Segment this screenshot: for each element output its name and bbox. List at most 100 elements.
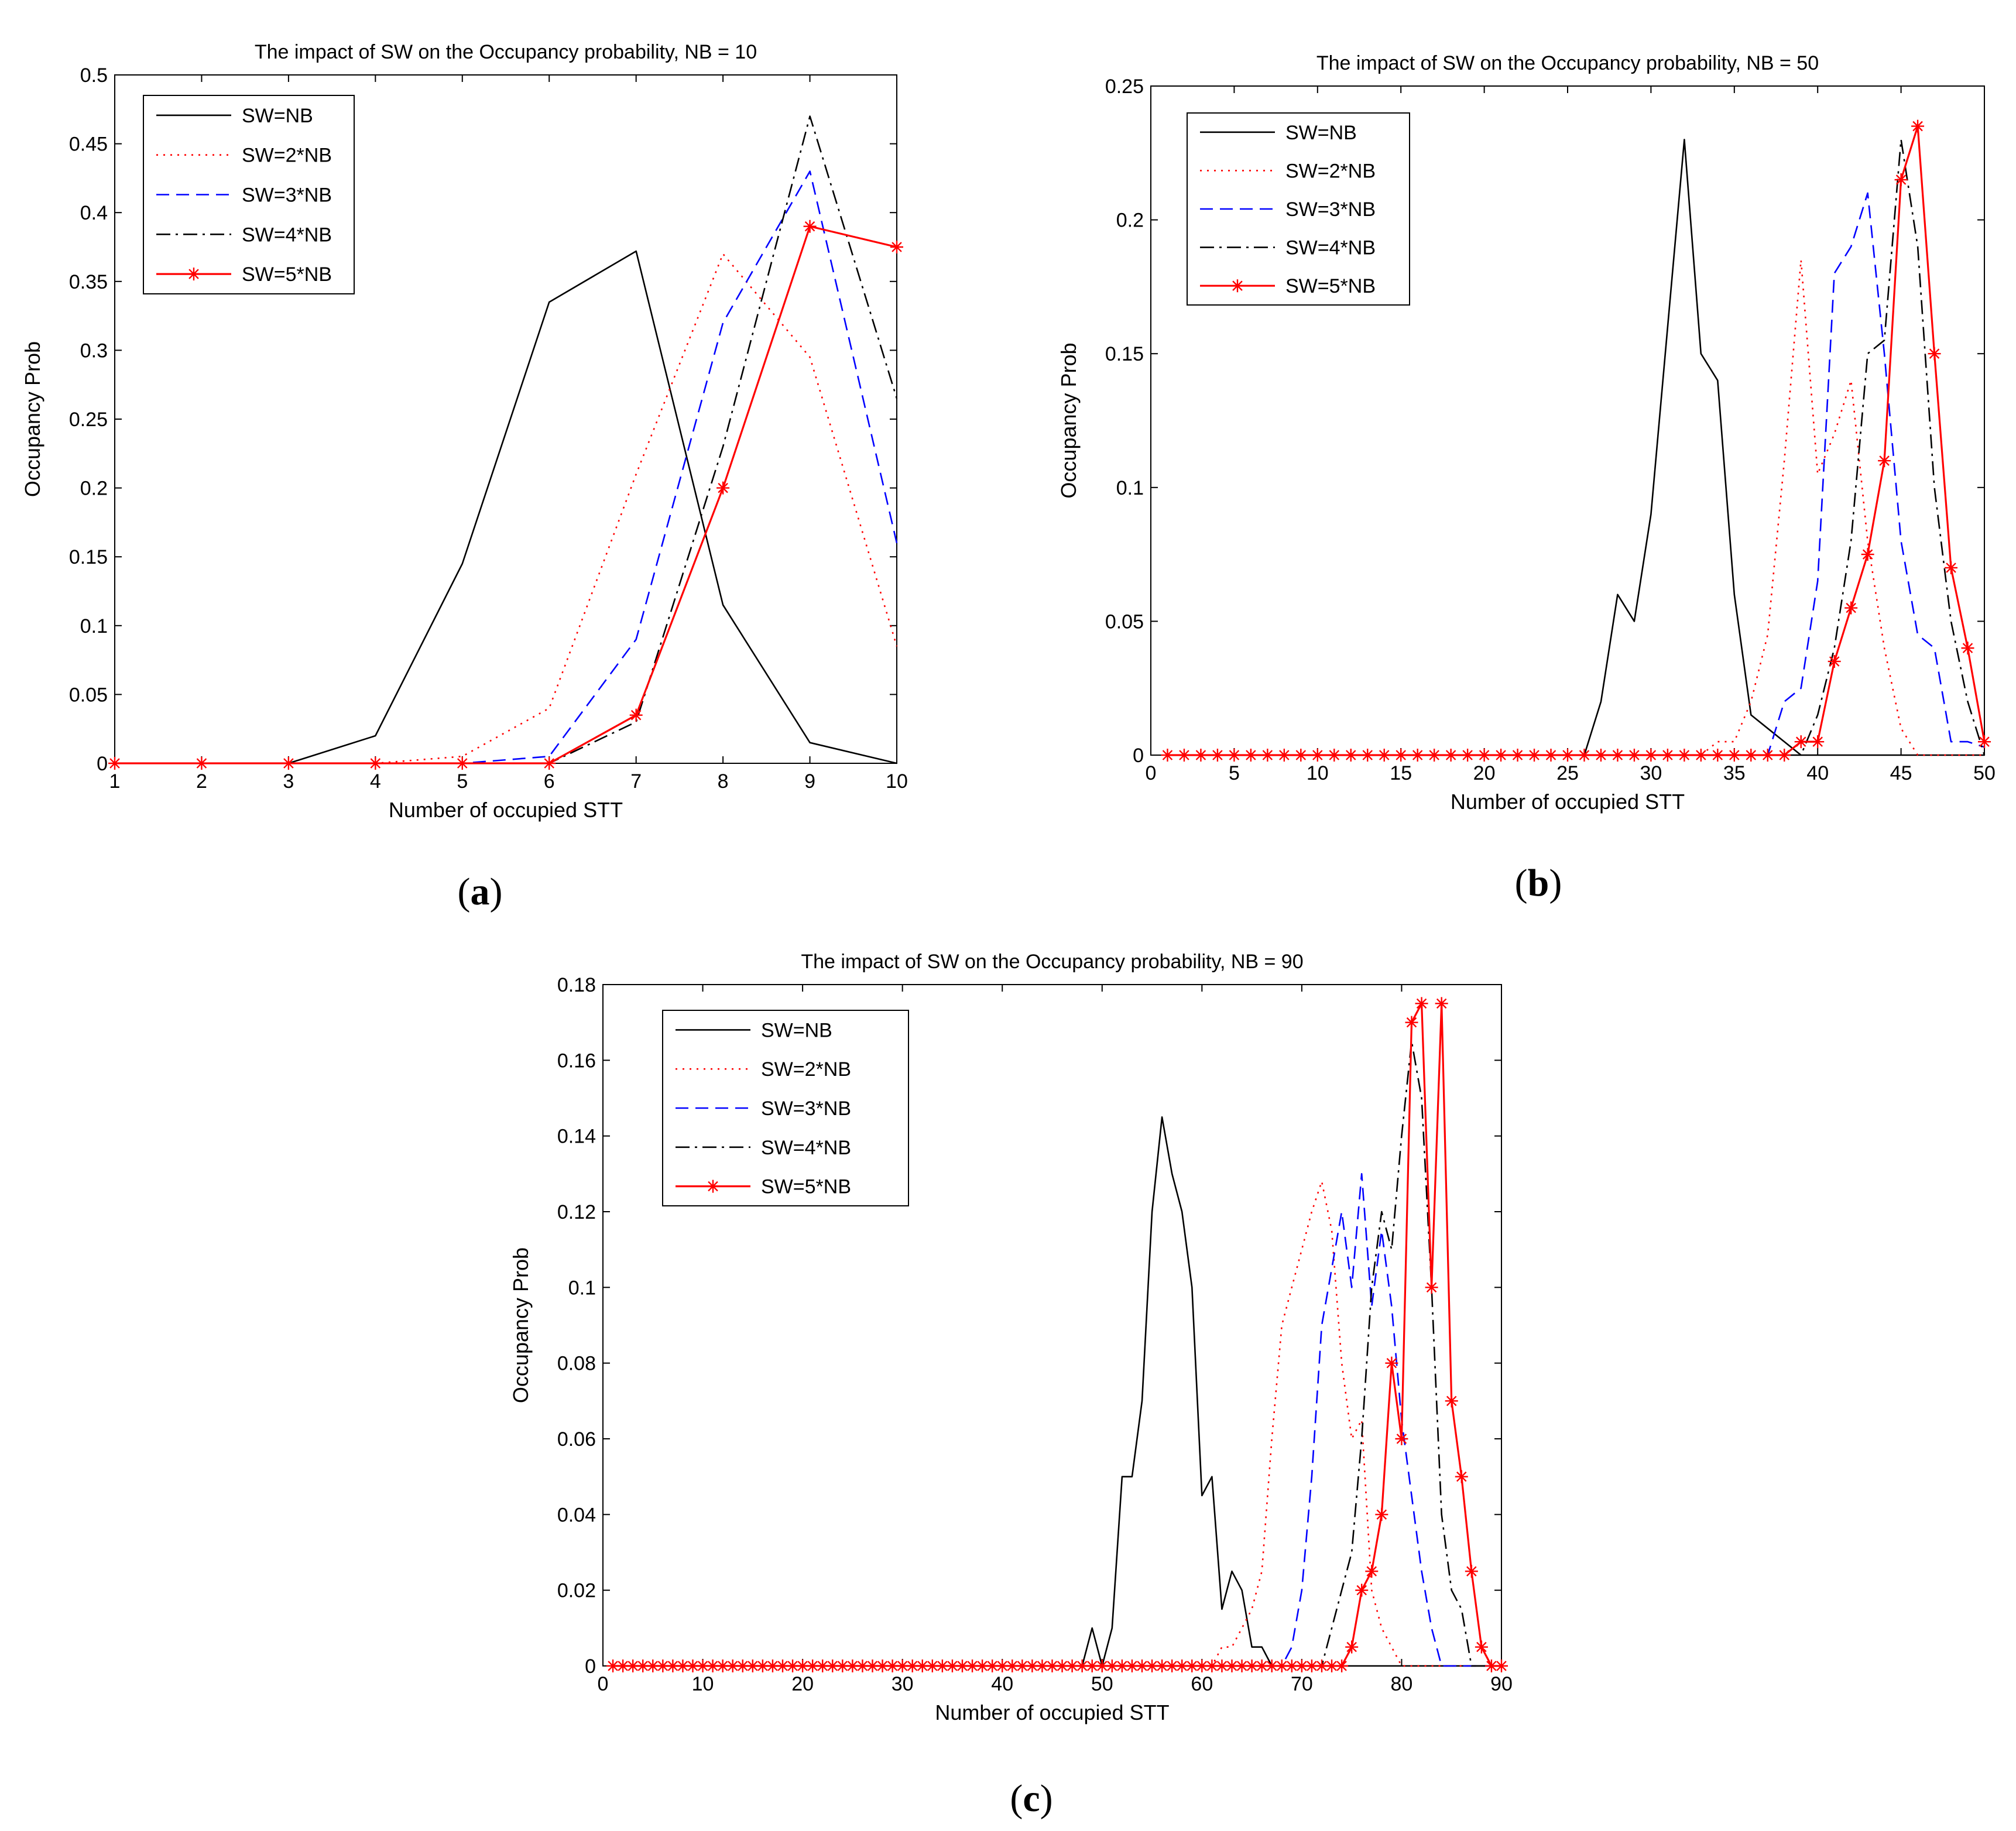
- series-5-marker: [1161, 749, 1174, 762]
- series-5-marker: [806, 1659, 820, 1672]
- legend-label-4: SW=4*NB: [761, 1137, 851, 1159]
- series-5-marker: [455, 757, 469, 770]
- panel-label: (b): [1515, 862, 1562, 904]
- series-5-marker: [1444, 749, 1458, 762]
- series-5-marker: [716, 481, 730, 495]
- x-tick-label: 40: [991, 1673, 1013, 1695]
- legend-label-2: SW=2*NB: [761, 1058, 851, 1081]
- series-5-marker: [1744, 749, 1758, 762]
- x-tick-label: 60: [1191, 1673, 1213, 1695]
- series-line-1: [613, 1116, 1501, 1667]
- series-5-marker: [616, 1659, 630, 1672]
- series-5-marker: [1678, 749, 1691, 762]
- series-5-marker: [776, 1659, 789, 1672]
- series-5-marker: [1211, 749, 1224, 762]
- series-5-marker: [1305, 1659, 1318, 1672]
- x-tick-label: 25: [1556, 762, 1579, 784]
- series-group: [108, 115, 903, 770]
- series-5-marker: [696, 1659, 709, 1672]
- series-5-marker: [1065, 1659, 1079, 1672]
- series-5-marker: [1328, 749, 1341, 762]
- series-5-marker: [1026, 1659, 1039, 1672]
- series-5-marker: [629, 708, 643, 722]
- series-5-marker: [803, 220, 817, 233]
- series-5-marker: [1711, 749, 1724, 762]
- x-tick-label: 10: [692, 1673, 714, 1695]
- series-5-marker: [1185, 1659, 1199, 1672]
- legend-marker: [707, 1179, 719, 1193]
- series-5-marker: [1425, 1281, 1438, 1294]
- series-5-marker: [1644, 749, 1658, 762]
- series-5-marker: [866, 1659, 879, 1672]
- x-tick-label: 15: [1390, 762, 1412, 784]
- y-tick-label: 0.08: [557, 1353, 596, 1375]
- series-5-marker: [1945, 561, 1958, 574]
- series-5-marker: [1245, 1659, 1259, 1672]
- series-5-marker: [1095, 1659, 1109, 1672]
- series-5-marker: [1275, 1659, 1288, 1672]
- series-5-marker: [108, 757, 121, 770]
- series-line-5: [115, 225, 897, 764]
- series-5-marker: [1415, 997, 1428, 1010]
- legend-label-4: SW=4*NB: [1285, 237, 1376, 259]
- series-5-marker: [1661, 749, 1674, 762]
- series-5-marker: [1394, 749, 1408, 762]
- series-5-marker: [1277, 749, 1291, 762]
- x-tick-label: 3: [283, 770, 294, 793]
- legend: SW=NB SW=2*NB SW=3*NB SW=4*NB SW=5*NB: [662, 1010, 909, 1206]
- series-5-marker: [1165, 1659, 1179, 1672]
- series-5-marker: [736, 1659, 749, 1672]
- x-tick-label: 5: [1229, 762, 1240, 784]
- y-axis-label: Occupancy Prob: [1057, 342, 1081, 498]
- series-5-marker: [676, 1659, 690, 1672]
- series-line-1: [1167, 139, 1984, 756]
- series-5-marker: [1461, 749, 1475, 762]
- series-5-marker: [996, 1659, 1009, 1672]
- series-5-marker: [1175, 1659, 1189, 1672]
- series-5-marker: [1344, 749, 1357, 762]
- series-5-marker: [1177, 749, 1191, 762]
- x-tick-label: 30: [892, 1673, 914, 1695]
- x-tick-label: 5: [457, 770, 468, 793]
- series-5-marker: [916, 1659, 929, 1672]
- y-tick-label: 0.25: [69, 409, 108, 431]
- x-tick-label: 50: [1091, 1673, 1113, 1695]
- series-5-marker: [1528, 749, 1541, 762]
- series-5-marker: [1377, 749, 1391, 762]
- legend-label-4: SW=4*NB: [242, 224, 332, 246]
- series-5-marker: [956, 1659, 969, 1672]
- series-5-marker: [1761, 749, 1774, 762]
- x-tick-label: 2: [196, 770, 207, 793]
- series-5-marker: [726, 1659, 739, 1672]
- series-5-marker: [1405, 1016, 1418, 1029]
- series-5-marker: [1055, 1659, 1069, 1672]
- legend-marker: [1231, 279, 1244, 293]
- y-tick-label: 0.1: [1116, 477, 1144, 499]
- chart-title: The impact of SW on the Occupancy probab…: [255, 41, 757, 63]
- legend: SW=NB SW=2*NB SW=3*NB SW=4*NB SW=5*NB: [143, 95, 355, 294]
- y-tick-label: 0.1: [568, 1277, 596, 1299]
- series-5-marker: [856, 1659, 869, 1672]
- series-5-marker: [1295, 1659, 1308, 1672]
- y-tick-label: 0: [97, 753, 108, 775]
- series-5-marker: [986, 1659, 999, 1672]
- series-5-marker: [1978, 735, 1991, 749]
- y-tick-label: 0.12: [557, 1201, 596, 1223]
- series-5-marker: [1315, 1659, 1328, 1672]
- series-5-marker: [1428, 749, 1441, 762]
- x-tick-label: 40: [1806, 762, 1829, 784]
- y-tick-label: 0.4: [80, 202, 108, 224]
- x-tick-label: 10: [1307, 762, 1329, 784]
- series-5-marker: [1484, 1659, 1498, 1672]
- series-5-marker: [1311, 749, 1324, 762]
- series-5-marker: [1494, 749, 1508, 762]
- x-tick-label: 80: [1391, 1673, 1413, 1695]
- series-5-marker: [1878, 454, 1891, 468]
- legend-label-5: SW=5*NB: [1285, 275, 1376, 297]
- series-5-marker: [1627, 749, 1641, 762]
- y-tick-label: 0.04: [557, 1504, 596, 1526]
- series-5-marker: [1194, 749, 1208, 762]
- series-5-marker: [1325, 1659, 1339, 1672]
- series-5-marker: [646, 1659, 660, 1672]
